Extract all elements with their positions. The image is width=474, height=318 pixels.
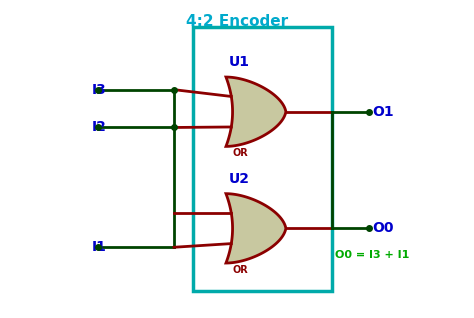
Polygon shape [226, 194, 286, 263]
Text: I3: I3 [92, 83, 107, 97]
Text: O0 = I3 + I1: O0 = I3 + I1 [335, 250, 409, 260]
Text: OR: OR [232, 265, 248, 275]
Text: I1: I1 [92, 240, 107, 254]
Text: U1: U1 [229, 55, 250, 69]
Text: 4:2 Encoder: 4:2 Encoder [186, 14, 288, 29]
Polygon shape [226, 77, 286, 146]
Text: OR: OR [232, 148, 248, 158]
Text: O1: O1 [373, 105, 394, 119]
Text: U2: U2 [229, 172, 250, 186]
Text: I2: I2 [92, 121, 107, 135]
Text: O0: O0 [373, 221, 394, 235]
Bar [193, 27, 332, 291]
